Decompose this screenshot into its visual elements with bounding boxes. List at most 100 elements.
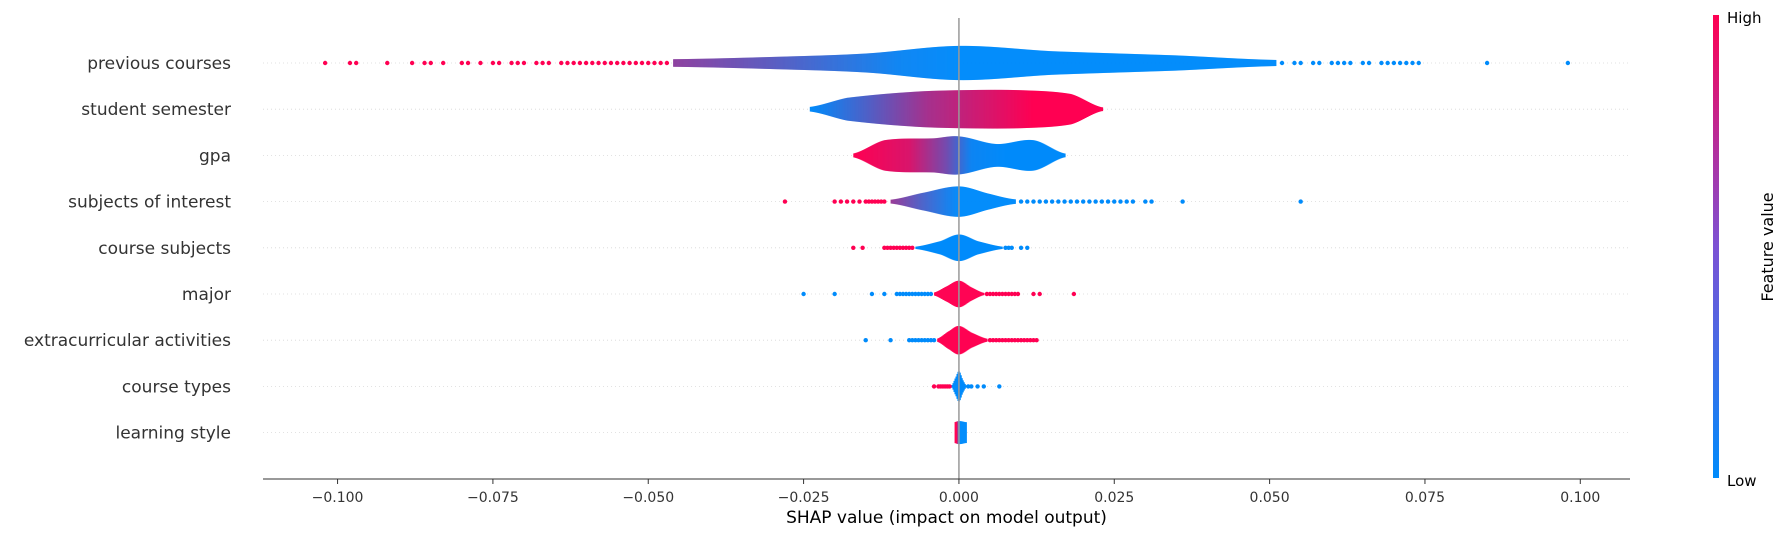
- colorbar-bar: [1713, 15, 1719, 478]
- high-point: [866, 199, 872, 204]
- low-point: [1112, 199, 1117, 204]
- high-point: [1012, 291, 1018, 297]
- high-point: [1006, 291, 1011, 297]
- violin-previous-courses: [673, 45, 1277, 81]
- low-point: [928, 291, 934, 297]
- low-point: [1031, 199, 1036, 204]
- high-point: [947, 384, 952, 389]
- high-point: [478, 60, 483, 66]
- violins: [673, 45, 1277, 445]
- high-point: [994, 291, 999, 297]
- high-point: [540, 60, 545, 66]
- low-point: [888, 338, 893, 343]
- high-point: [1031, 291, 1036, 297]
- high-point: [1009, 291, 1014, 297]
- low-point: [1056, 199, 1061, 204]
- low-point: [832, 291, 837, 297]
- low-point: [1143, 199, 1148, 204]
- high-point: [1000, 291, 1005, 297]
- low-point: [1335, 60, 1341, 66]
- low-point: [928, 338, 934, 343]
- low-point: [1404, 60, 1409, 66]
- high-point: [1006, 338, 1011, 343]
- high-point: [903, 245, 909, 250]
- low-point: [869, 291, 875, 297]
- x-tick-label: −0.025: [778, 490, 830, 506]
- low-point: [1298, 199, 1303, 204]
- high-point: [652, 60, 657, 66]
- high-point: [1021, 338, 1027, 343]
- feature-label-course-types: course types: [122, 377, 231, 397]
- feature-label-student-semester: student semester: [81, 100, 231, 120]
- low-point: [1341, 60, 1347, 66]
- low-point: [913, 291, 918, 297]
- low-point: [1018, 199, 1024, 204]
- high-point: [347, 60, 353, 66]
- colorbar-title: Feature value: [1758, 192, 1777, 301]
- high-point: [891, 245, 896, 250]
- low-point: [1037, 199, 1042, 204]
- high-point: [832, 199, 837, 204]
- violin-subjects-of-interest: [890, 186, 1016, 217]
- low-point: [913, 338, 918, 343]
- low-point: [1049, 199, 1055, 204]
- low-point: [1366, 60, 1372, 66]
- high-point: [1009, 338, 1014, 343]
- points-course-types: [931, 384, 1002, 389]
- high-point: [577, 60, 583, 66]
- high-point: [559, 60, 564, 66]
- x-tick-label: 0.075: [1405, 490, 1445, 506]
- low-point: [925, 338, 931, 343]
- high-point: [664, 60, 670, 66]
- feature-label-learning-style: learning style: [115, 424, 231, 444]
- high-point: [1000, 338, 1005, 343]
- high-point: [515, 60, 520, 66]
- low-point: [907, 338, 912, 343]
- high-point: [1015, 291, 1021, 297]
- low-point: [1093, 199, 1098, 204]
- high-point: [994, 338, 999, 343]
- low-point: [1124, 199, 1129, 204]
- high-point: [583, 60, 589, 66]
- feature-label-subjects-of-interest: subjects of interest: [68, 193, 231, 213]
- feature-label-gpa: gpa: [199, 146, 231, 166]
- high-point: [322, 60, 328, 66]
- x-tick-label: −0.075: [467, 490, 519, 506]
- high-point: [894, 245, 899, 250]
- high-point: [888, 245, 893, 250]
- low-point: [981, 384, 986, 389]
- violin-gpa: [853, 136, 1066, 175]
- low-point: [897, 291, 903, 297]
- low-point: [1416, 60, 1421, 66]
- high-point: [1071, 291, 1077, 297]
- low-point: [1348, 60, 1353, 66]
- high-point: [621, 60, 626, 66]
- high-point: [1034, 338, 1039, 343]
- low-point: [922, 338, 927, 343]
- high-point: [385, 60, 390, 66]
- points-previous-courses: [322, 60, 1571, 66]
- high-point: [851, 199, 856, 204]
- low-point: [922, 291, 927, 297]
- low-point: [910, 291, 915, 297]
- low-point: [1397, 60, 1403, 66]
- low-point: [1484, 60, 1490, 66]
- low-point: [894, 291, 899, 297]
- low-point: [863, 338, 868, 343]
- high-point: [509, 60, 514, 66]
- high-point: [987, 338, 993, 343]
- violin-learning-style: [954, 421, 967, 445]
- points-subjects-of-interest: [782, 199, 1303, 204]
- x-axis-title: SHAP value (impact on model output): [786, 508, 1107, 528]
- high-point: [910, 245, 915, 250]
- high-point: [872, 199, 878, 204]
- high-point: [496, 60, 502, 66]
- high-point: [1028, 338, 1033, 343]
- high-point: [1025, 338, 1030, 343]
- x-tick-label: −0.100: [312, 490, 364, 506]
- low-point: [997, 384, 1002, 389]
- high-point: [590, 60, 595, 66]
- high-point: [441, 60, 446, 66]
- high-point: [879, 199, 884, 204]
